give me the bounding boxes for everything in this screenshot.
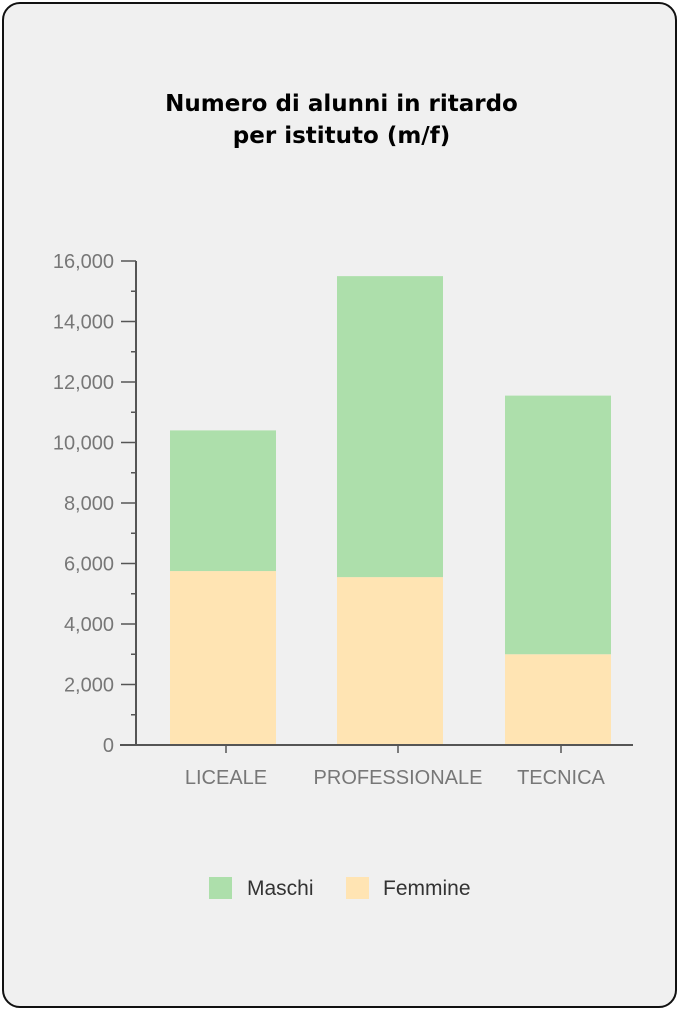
x-tick-label-liceale: LICEALE (185, 767, 267, 789)
y-tick-label: 4,000 (64, 614, 114, 636)
bar-femmine-tecnica (505, 654, 611, 745)
legend: Maschi Femmine (209, 877, 471, 900)
bar-maschi-liceale (170, 430, 276, 572)
y-tick-label: 16,000 (53, 251, 114, 273)
y-tick-label: 6,000 (64, 554, 114, 576)
legend-swatch-maschi (209, 877, 232, 899)
y-tick-label: 12,000 (53, 372, 114, 394)
bar-femmine-professionale (337, 577, 443, 745)
x-tick-label-professionale: PROFESSIONALE (314, 767, 483, 789)
legend-label-femmine: Femmine (383, 877, 471, 900)
bar-maschi-professionale (337, 276, 443, 578)
chart-title-line-2: per istituto (m/f) (232, 123, 451, 149)
legend-swatch-femmine (346, 877, 369, 899)
bar-femmine-liceale (170, 571, 276, 745)
chart-title-line-1: Numero di alunni in ritardo (165, 91, 518, 117)
y-tick-label: 2,000 (64, 675, 114, 697)
y-tick-label: 8,000 (64, 493, 114, 515)
y-tick-label: 0 (103, 735, 114, 757)
plot-area: 0 2,000 4,000 6,000 8,000 10,000 12,000 14,000 1… (53, 251, 633, 789)
legend-label-maschi: Maschi (247, 877, 314, 900)
y-tick-label: 14,000 (53, 312, 114, 334)
bar-maschi-tecnica (505, 395, 611, 655)
chart-title: Numero di alunni in ritardo per istituto… (0, 88, 683, 152)
x-tick-label-tecnica: TECNICA (517, 767, 605, 789)
y-tick-label: 10,000 (53, 433, 114, 455)
